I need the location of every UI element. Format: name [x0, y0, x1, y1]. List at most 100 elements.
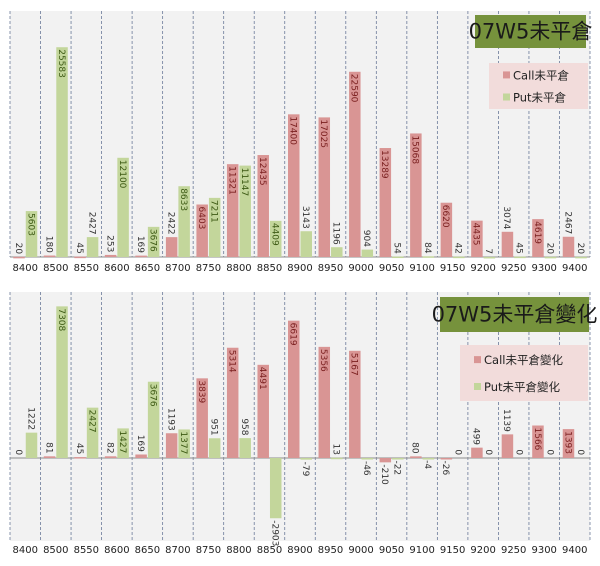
call-data-label: 6619: [288, 323, 298, 346]
call-data-label: -210: [379, 464, 389, 485]
x-tick-label: 9000: [348, 263, 373, 274]
put-bar: [575, 256, 587, 259]
call-bar: [318, 117, 331, 258]
put-data-label: 3143: [300, 206, 310, 229]
chart-title-box: [440, 297, 589, 332]
x-tick-label: 9300: [531, 545, 556, 556]
call-bar: [226, 347, 239, 458]
put-bar: [117, 428, 129, 458]
put-bar: [361, 249, 374, 257]
put-data-label: 1196: [331, 222, 341, 245]
call-bar: [288, 114, 300, 257]
call-bar: [135, 454, 147, 458]
call-data-label: 81: [43, 442, 53, 453]
put-bar: [117, 157, 129, 257]
x-tick-label: 8800: [226, 263, 251, 274]
call-bar: [165, 237, 178, 257]
x-tick-label: 8850: [257, 545, 282, 556]
call-bar: [43, 255, 56, 258]
call-data-label: 0: [13, 449, 23, 455]
x-tick-label: 8850: [257, 263, 282, 274]
x-tick-label: 9100: [409, 545, 434, 556]
put-bar: [147, 226, 160, 257]
put-bar: [514, 256, 526, 259]
x-tick-label: 9000: [348, 545, 373, 556]
call-bar: [196, 378, 208, 458]
x-tick-label: 9100: [409, 263, 434, 274]
put-data-label: -2903: [270, 520, 280, 546]
call-data-label: 17025: [318, 119, 328, 148]
put-data-label: 3676: [147, 229, 157, 252]
put-data-label: -4: [422, 460, 432, 469]
call-data-label: 1193: [165, 408, 175, 431]
x-tick-label: 8700: [165, 545, 190, 556]
x-tick-label: 9250: [501, 263, 526, 274]
call-data-label: 5314: [226, 350, 236, 373]
call-bar: [226, 164, 239, 257]
call-bar: [471, 447, 483, 458]
call-bar: [104, 254, 117, 257]
put-bar: [392, 256, 404, 259]
call-data-label: 3839: [196, 380, 206, 403]
x-tick-label: 8750: [196, 263, 221, 274]
call-bar: [532, 425, 544, 458]
put-bar: [56, 47, 68, 258]
put-data-label: 0: [544, 449, 554, 455]
put-data-label: 25583: [56, 49, 66, 78]
open-interest-chart: 8400205603850018025583855045242786002531…: [9, 11, 593, 274]
put-bar: [453, 256, 465, 259]
put-data-label: 4409: [270, 223, 280, 246]
call-bar: [13, 256, 25, 259]
chart-title: 07W5未平倉: [469, 20, 593, 44]
call-bar: [410, 133, 422, 257]
put-data-label: 0: [453, 449, 463, 455]
legend-label-call: Call未平倉: [513, 68, 569, 82]
plot-area: [10, 292, 590, 541]
put-bar: [208, 438, 221, 458]
x-tick-label: 9150: [440, 545, 465, 556]
call-data-label: 1393: [562, 431, 572, 454]
call-bar: [318, 346, 331, 458]
x-tick-label: 8500: [43, 545, 68, 556]
call-data-label: 4491: [257, 367, 267, 390]
call-bar: [257, 155, 269, 257]
call-data-label: 6620: [440, 205, 450, 228]
put-bar: [300, 231, 312, 257]
call-data-label: 3074: [501, 206, 511, 229]
put-data-label: 0: [575, 449, 585, 455]
call-bar: [379, 148, 392, 257]
put-data-label: 8633: [178, 188, 188, 211]
legend-box: [460, 345, 588, 401]
x-tick-label: 8700: [165, 263, 190, 274]
put-data-label: 7211: [208, 200, 218, 223]
put-data-label: 11147: [239, 168, 249, 197]
call-bar: [165, 433, 178, 458]
x-tick-label: 8600: [104, 263, 129, 274]
put-data-label: 2427: [86, 212, 96, 235]
call-data-label: -26: [440, 461, 450, 476]
call-bar: [257, 364, 269, 458]
x-tick-label: 8650: [135, 545, 160, 556]
call-data-label: 15068: [410, 135, 420, 164]
put-bar: [331, 457, 343, 460]
x-tick-label: 8550: [74, 545, 99, 556]
call-data-label: 5356: [318, 349, 328, 372]
put-data-label: 958: [239, 418, 249, 435]
put-bar: [56, 306, 68, 458]
put-bar: [269, 458, 282, 519]
call-bar: [379, 458, 392, 463]
x-tick-label: 8400: [13, 545, 38, 556]
legend-box: [489, 63, 588, 109]
call-data-label: 45: [74, 443, 84, 454]
x-tick-label: 8550: [74, 263, 99, 274]
x-tick-label: 8750: [196, 545, 221, 556]
put-bar: [544, 256, 557, 259]
put-data-label: -46: [361, 461, 371, 476]
call-bar: [43, 456, 56, 458]
x-tick-label: 9400: [562, 545, 587, 556]
x-tick-label: 8500: [43, 263, 68, 274]
call-bar: [471, 220, 483, 257]
call-bar: [532, 219, 544, 257]
call-data-label: 6403: [196, 206, 206, 229]
